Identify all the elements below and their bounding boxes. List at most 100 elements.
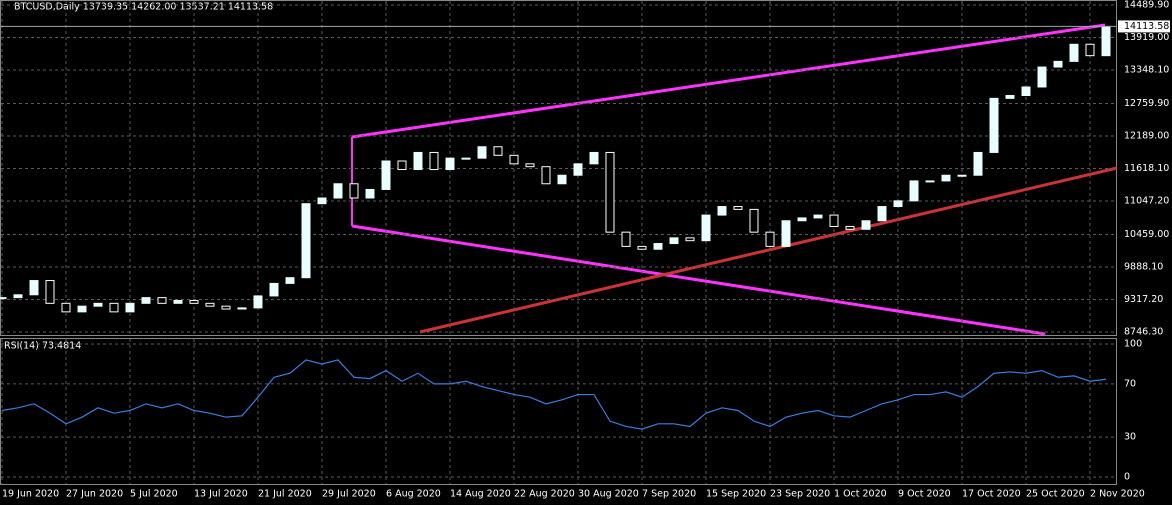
price-box <box>1118 20 1170 33</box>
y-tick-label: 14489.90 <box>1124 0 1169 11</box>
candle <box>637 245 647 250</box>
candle <box>701 214 711 242</box>
candle <box>93 302 103 307</box>
candle <box>957 174 967 177</box>
candle <box>1069 43 1079 62</box>
candle <box>173 299 183 304</box>
trend-line <box>419 166 1118 334</box>
x-tick-label: 1 Oct 2020 <box>834 489 887 500</box>
y-tick-label: 30 <box>1124 432 1136 443</box>
candle <box>61 302 71 313</box>
candle <box>765 231 775 247</box>
y-tick-label: 9888.10 <box>1124 261 1163 272</box>
candle <box>509 154 519 165</box>
candle <box>733 206 743 210</box>
candle <box>413 151 423 171</box>
candle <box>1037 66 1047 88</box>
candle <box>893 200 903 208</box>
candle <box>461 157 471 160</box>
candle <box>157 297 167 304</box>
candle <box>285 277 295 284</box>
candle <box>669 237 679 245</box>
y-tick-label: 10459.00 <box>1124 229 1169 240</box>
candle <box>29 280 39 296</box>
candle <box>685 237 695 242</box>
candle <box>989 97 999 153</box>
candle <box>365 188 375 199</box>
y-tick-label: 13919.00 <box>1124 32 1169 43</box>
candle <box>845 225 855 230</box>
candle <box>13 294 23 299</box>
candle <box>749 208 759 233</box>
trend-line <box>351 224 1046 336</box>
candle <box>653 243 663 250</box>
candle <box>141 297 151 304</box>
y-tick-label: 11047.20 <box>1124 196 1169 207</box>
x-tick-label: 21 Jul 2020 <box>258 489 312 500</box>
candle <box>797 217 807 222</box>
x-tick-label: 7 Sep 2020 <box>642 489 696 500</box>
candle <box>813 214 823 219</box>
y-tick-label: 12759.90 <box>1124 98 1169 109</box>
y-tick-label: 11618.10 <box>1124 163 1169 174</box>
chart-title: BTCUSD,Daily 13739.35 14262.00 13537.21 … <box>14 2 273 13</box>
x-tick-label: 19 Jun 2020 <box>2 489 59 500</box>
rsi-frame <box>0 338 1117 485</box>
candle <box>605 151 615 233</box>
x-tick-label: 17 Oct 2020 <box>962 489 1021 500</box>
x-tick-label: 9 Oct 2020 <box>898 489 951 500</box>
candle <box>189 299 199 304</box>
rsi-title: RSI(14) 73.4814 <box>4 341 81 352</box>
x-tick-label: 15 Sep 2020 <box>706 489 766 500</box>
candle <box>1005 95 1015 99</box>
candle <box>1053 60 1063 68</box>
candle <box>221 305 231 310</box>
candle <box>301 203 311 279</box>
candle <box>109 302 119 313</box>
y-tick-label: 13348.10 <box>1124 65 1169 76</box>
candle <box>829 214 839 227</box>
y-tick-label: 100 <box>1124 339 1142 350</box>
candle <box>445 157 455 171</box>
candle <box>429 151 439 171</box>
candle <box>0 297 7 300</box>
candle <box>333 183 343 199</box>
y-tick-label: 12189.00 <box>1124 130 1169 141</box>
x-tick-label: 29 Jul 2020 <box>322 489 376 500</box>
candle <box>381 160 391 190</box>
candle <box>1101 25 1111 57</box>
y-tick-label: 0 <box>1124 472 1130 483</box>
candle <box>973 151 983 176</box>
candle <box>349 183 359 199</box>
candle <box>1085 43 1095 57</box>
candle <box>621 231 631 247</box>
candle <box>573 163 583 176</box>
candle <box>1021 86 1031 97</box>
candle <box>237 307 247 310</box>
trend-line <box>351 23 1106 139</box>
x-tick-label: 2 Nov 2020 <box>1090 489 1145 500</box>
candle <box>909 180 919 202</box>
candle <box>397 160 407 171</box>
candle <box>541 166 551 185</box>
candle <box>477 146 487 159</box>
current-price: 14113.58 <box>1124 21 1169 32</box>
x-tick-label: 25 Oct 2020 <box>1026 489 1085 500</box>
candle <box>557 174 567 185</box>
candle <box>317 197 327 205</box>
x-tick-label: 14 Aug 2020 <box>450 489 511 500</box>
x-tick-label: 13 Jul 2020 <box>194 489 248 500</box>
candle <box>925 180 935 183</box>
x-tick-label: 5 Jul 2020 <box>130 489 178 500</box>
candle <box>45 280 55 304</box>
candle <box>525 163 535 168</box>
candle <box>493 146 503 156</box>
candle <box>877 206 887 222</box>
candle <box>269 282 279 297</box>
x-tick-label: 22 Aug 2020 <box>514 489 575 500</box>
y-tick-label: 9317.20 <box>1124 294 1163 305</box>
y-tick-label: 70 <box>1124 378 1136 389</box>
